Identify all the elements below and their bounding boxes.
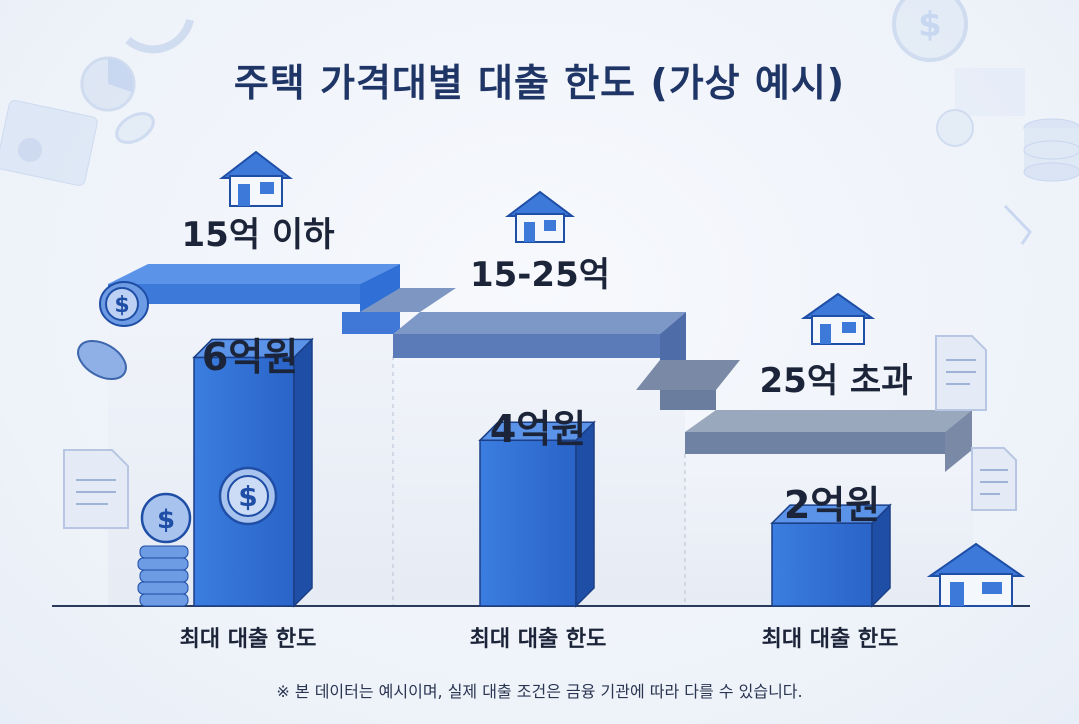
coin-icon: $ <box>99 281 149 327</box>
background-decor: $ <box>0 0 1079 245</box>
bar-side-1 <box>293 337 313 608</box>
bar-sublabel-3: 최대 대출 한도 <box>762 627 899 652</box>
house-icon <box>505 190 575 243</box>
staircase <box>108 264 972 472</box>
svg-text:$: $ <box>157 505 175 535</box>
svg-text:$: $ <box>238 480 257 513</box>
house-icon <box>926 542 1026 607</box>
coin-icon <box>115 112 155 144</box>
bar-3 <box>770 503 892 608</box>
category-label-2: 15-25억 <box>470 255 610 295</box>
chart-title: 주택 가격대별 대출 한도 (가상 예시) <box>233 61 846 105</box>
banknote-icon <box>0 100 98 186</box>
bar-top-1 <box>192 338 314 359</box>
category-label-3: 25억 초과 <box>760 361 913 401</box>
coin-stack-icon: $ <box>137 492 192 607</box>
database-icon <box>1023 118 1079 182</box>
document-icon <box>63 449 129 529</box>
value-label-3: 2억원 <box>784 483 880 527</box>
value-label-2: 4억원 <box>490 407 586 451</box>
bar-front-2 <box>479 439 577 607</box>
svg-text:$: $ <box>918 5 942 45</box>
house-icon <box>800 292 876 345</box>
svg-text:$: $ <box>114 293 129 318</box>
document-icon <box>971 447 1017 511</box>
bar-2 <box>478 420 596 608</box>
bar-front-3 <box>771 522 873 607</box>
coin-icon <box>77 340 127 380</box>
coin-icon: $ <box>218 466 278 526</box>
bar-top-2 <box>478 421 596 442</box>
category-label-1: 15억 이하 <box>182 215 335 255</box>
bar-sublabel-2: 최대 대출 한도 <box>470 627 607 652</box>
bar-sublabel-1: 최대 대출 한도 <box>180 627 317 652</box>
house-icon <box>219 150 293 207</box>
document-icon <box>935 335 987 411</box>
bar-top-3 <box>770 504 892 524</box>
footnote: ※ 본 데이터는 예시이며, 실제 대출 조건은 금융 기관에 따라 다를 수 … <box>276 682 803 701</box>
value-label-1: 6억원 <box>202 335 298 379</box>
